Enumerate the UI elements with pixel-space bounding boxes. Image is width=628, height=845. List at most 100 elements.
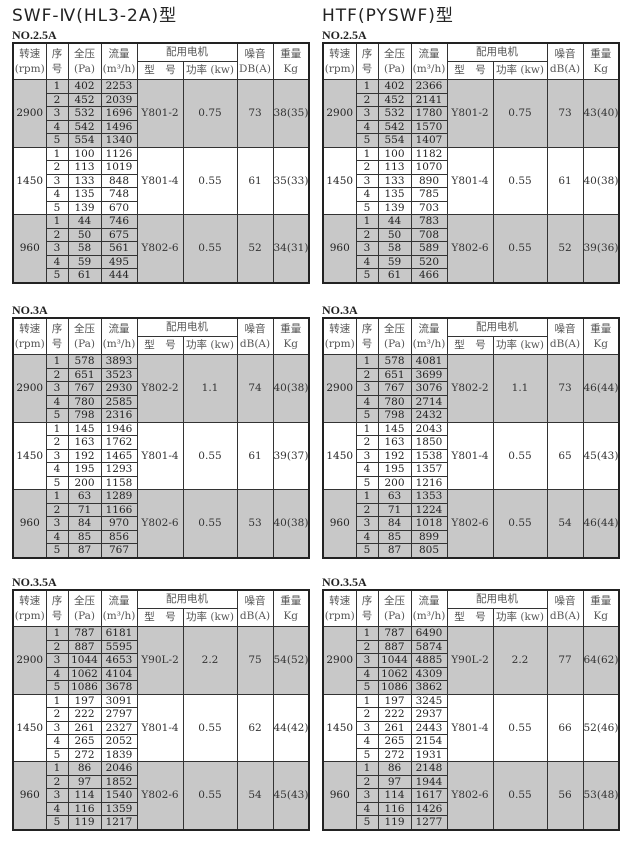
header-noise-line2: dB(A) (549, 337, 581, 350)
seq-cell: 3 (355, 381, 379, 396)
pressure-cell: 651 (67, 367, 102, 382)
table-row: 5 1086 3862 (323, 680, 619, 695)
seq-cell: 5 (45, 133, 69, 148)
table-row: 1450 1 197 3245 Y801-4 0.55 66 52(46) (322, 693, 620, 762)
power-cell: 0.75 (182, 79, 238, 148)
seq-cell: 3 (355, 516, 379, 531)
header-pressure-line2: (Pa) (73, 609, 96, 622)
flow-cell: 1839 (100, 747, 138, 762)
table-row: 1450 1 145 1946 Y801-4 0.55 61 39(37) (12, 421, 310, 490)
flow-cell: 1158 (100, 475, 138, 490)
table-row: 2 887 5874 (323, 639, 619, 654)
pressure-cell: 192 (377, 448, 412, 463)
header-row: 型 号功率 (kw) (13, 61, 309, 80)
flow-cell: 3245 (410, 693, 448, 708)
flow-cell: 3862 (410, 680, 448, 695)
header-motor: 配用电机 (446, 589, 548, 609)
header-rpm-line2: (rpm) (14, 337, 45, 350)
header-weight-line2: Kg (593, 337, 609, 350)
header-motor: 配用电机 (136, 589, 238, 609)
power-cell: 0.55 (492, 489, 548, 558)
flow-cell: 2432 (410, 408, 448, 423)
weight-cell: 40(38) (272, 354, 310, 423)
fan-data-table: 转速 (rpm) 序号全压 (Pa) 流量 (m³/h) 配用电机 噪音 dB(A) 重量 Kg 型 … (322, 589, 620, 831)
seq-cell: 4 (45, 666, 69, 681)
table-row: 2 71 1166 (13, 502, 309, 517)
flow-cell: 1166 (100, 502, 138, 517)
pressure-cell: 87 (67, 543, 102, 558)
pressure-cell: 272 (377, 747, 412, 762)
seq-cell: 4 (45, 529, 69, 544)
seq-cell: 5 (355, 815, 379, 830)
flow-cell: 2366 (410, 79, 448, 94)
header-row: 转速 (rpm) 序号全压 (Pa) 流量 (m³/h) 配用电机 噪音 dB(A) 重量 Kg (322, 42, 620, 80)
seq-cell: 1 (355, 761, 379, 776)
table-row: 4 780 2585 (13, 394, 309, 409)
flow-cell: 6181 (100, 626, 138, 641)
header-motor: 配用电机 (446, 42, 548, 62)
pressure-cell: 85 (377, 529, 412, 544)
header-seq-line2: 号 (51, 337, 63, 350)
pressure-cell: 63 (67, 489, 102, 504)
flow-cell: 1852 (100, 774, 138, 789)
power-cell: 0.55 (492, 214, 548, 283)
header-weight-line1: 重量 (280, 322, 302, 335)
seq-cell: 1 (45, 146, 69, 161)
table-row: 2900 1 787 6181 Y90L-2 2.2 75 54(52) (12, 626, 310, 695)
model-cell: Y801-4 (446, 693, 494, 762)
header-flow-line1: 流量 (108, 47, 130, 60)
pressure-cell: 197 (67, 693, 102, 708)
seq-cell: 1 (45, 489, 69, 504)
seq-cell: 2 (45, 367, 69, 382)
noise-cell: 73 (546, 354, 584, 423)
flow-cell: 444 (100, 268, 138, 283)
flow-cell: 3523 (100, 367, 138, 382)
flow-cell: 1216 (410, 475, 448, 490)
power-cell: 0.55 (182, 761, 238, 830)
power-cell: 0.55 (182, 421, 238, 490)
seq-cell: 2 (355, 639, 379, 654)
seq-cell: 4 (355, 801, 379, 816)
table-row: 3 261 2327 (13, 720, 309, 735)
rpm-cell: 1450 (12, 146, 47, 215)
pressure-cell: 61 (377, 268, 412, 283)
seq-cell: 5 (45, 408, 69, 423)
table-row: 4 85 899 (323, 529, 619, 544)
rpm-cell: 1450 (322, 421, 357, 490)
flow-cell: 1496 (100, 119, 138, 134)
table-row: 4 59 495 (13, 254, 309, 269)
table-row: 2900 1 787 6490 Y90L-2 2.2 77 64(62) (322, 626, 620, 695)
flow-cell: 2148 (410, 761, 448, 776)
header-power: 功率 (kw) (492, 61, 548, 80)
model-cell: Y801-4 (136, 421, 184, 490)
flow-cell: 785 (410, 187, 448, 202)
seq-cell: 3 (45, 241, 69, 256)
pressure-cell: 1044 (67, 653, 102, 668)
seq-cell: 2 (45, 227, 69, 242)
header-noise-line1: 噪音 (244, 47, 266, 60)
weight-cell: 35(33) (272, 146, 310, 215)
seq-cell: 5 (45, 200, 69, 215)
pressure-cell: 114 (377, 788, 412, 803)
header-pressure-line1: 全压 (74, 594, 95, 607)
pressure-cell: 195 (67, 462, 102, 477)
header-seq-line2: 号 (361, 337, 373, 350)
seq-cell: 2 (45, 502, 69, 517)
header-pressure-line2: (Pa) (383, 62, 406, 75)
header-noise-line2: dB(A) (239, 337, 271, 350)
header-row: 型 号功率 (kw) (323, 608, 619, 627)
table-row: 2900 1 402 2253 Y801-2 0.75 73 38(35) (12, 79, 310, 148)
size-label: NO.2.5A (322, 28, 367, 42)
flow-cell: 6490 (410, 626, 448, 641)
size-label: NO.3A (12, 303, 48, 317)
header-weight: 重量 Kg (272, 589, 310, 627)
pressure-cell: 1062 (67, 666, 102, 681)
table-row: 3 192 1465 (13, 448, 309, 463)
table-row: 5 798 2316 (13, 408, 309, 423)
flow-cell: 466 (410, 268, 448, 283)
power-cell: 2.2 (492, 626, 548, 695)
header-seq-line2: 号 (361, 609, 373, 622)
table-row: 5 798 2432 (323, 408, 619, 423)
header-rpm: 转速 (rpm) (12, 589, 47, 627)
seq-cell: 1 (355, 146, 379, 161)
